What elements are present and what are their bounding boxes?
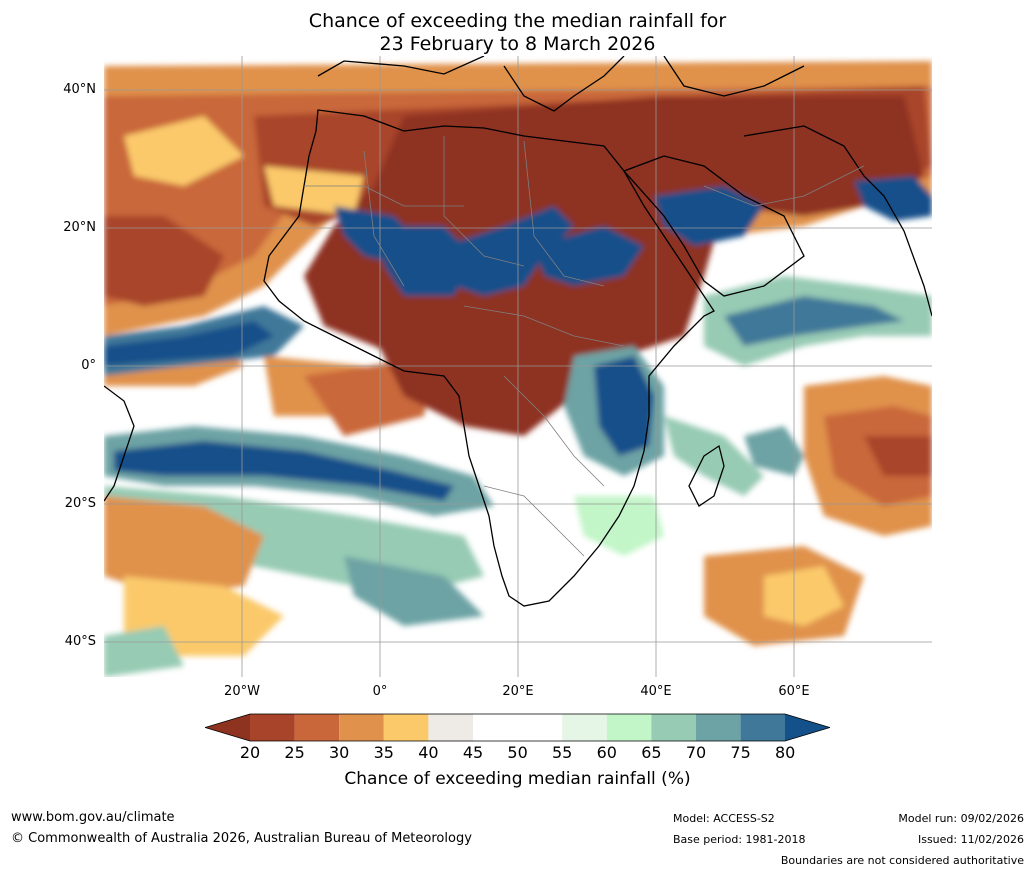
lat-label-40s: 40°S bbox=[64, 634, 96, 649]
colorbar-segment-65-70 bbox=[651, 714, 696, 741]
title-line-2: 23 February to 8 March 2026 bbox=[379, 33, 656, 55]
colorbar-segment-55-60 bbox=[562, 714, 607, 741]
colorbar-tick: 30 bbox=[329, 743, 350, 762]
lon-label-0: 0° bbox=[372, 684, 388, 699]
map-title: Chance of exceeding the median rainfall … bbox=[0, 10, 1035, 56]
lat-label-20s: 20°S bbox=[64, 496, 96, 511]
colorbar-segment-25-30 bbox=[294, 714, 340, 741]
model-text: Model: ACCESS-S2 bbox=[673, 812, 775, 825]
graticule bbox=[104, 56, 932, 677]
colorbar-segment-45-50 bbox=[473, 714, 518, 741]
colorbar-tick: 35 bbox=[373, 743, 394, 762]
colorbar-tick: 75 bbox=[730, 743, 751, 762]
colorbar bbox=[205, 713, 830, 742]
base-period-text: Base period: 1981-2018 bbox=[673, 833, 806, 846]
colorbar-tick: 60 bbox=[596, 743, 617, 762]
colorbar-segment-40-45 bbox=[428, 714, 473, 741]
colorbar-tick: 55 bbox=[552, 743, 573, 762]
colorbar-segment-35-40 bbox=[383, 714, 429, 741]
website-link[interactable]: www.bom.gov.au/climate bbox=[11, 810, 175, 825]
coastlines bbox=[104, 56, 932, 607]
lon-label-20w: 20°W bbox=[224, 684, 260, 699]
colorbar-tick: 45 bbox=[462, 743, 484, 762]
model-run-text: Model run: 09/02/2026 bbox=[898, 812, 1024, 825]
colorbar-tick: 20 bbox=[239, 743, 261, 762]
lat-label-20n: 20°N bbox=[63, 220, 96, 235]
colorbar-outline bbox=[205, 713, 830, 742]
colorbar-segment-30-35 bbox=[339, 714, 384, 741]
copyright-text: © Commonwealth of Australia 2026, Austra… bbox=[11, 831, 472, 846]
lon-label-40e: 40°E bbox=[640, 684, 672, 699]
colorbar-segment-75-80 bbox=[740, 714, 786, 741]
colorbar-tick: 80 bbox=[775, 743, 796, 762]
rainfall-outlook-map bbox=[104, 56, 932, 677]
colorbar-segment-50-55 bbox=[517, 714, 563, 741]
colorbar-tick: 70 bbox=[685, 743, 707, 762]
lon-label-60e: 60°E bbox=[778, 684, 810, 699]
lat-label-40n: 40°N bbox=[63, 82, 96, 97]
issued-text: Issued: 11/02/2026 bbox=[917, 833, 1024, 846]
lon-label-20e: 20°E bbox=[502, 684, 534, 699]
colorbar-tick: 65 bbox=[641, 743, 662, 762]
title-line-1: Chance of exceeding the median rainfall … bbox=[308, 10, 727, 32]
disclaimer-text: Boundaries are not considered authoritat… bbox=[780, 854, 1024, 867]
colorbar-tick: 50 bbox=[507, 743, 528, 762]
colorbar-segment-70-75 bbox=[696, 714, 741, 741]
colorbar-label: Chance of exceeding median rainfall (%) bbox=[344, 769, 691, 789]
colorbar-segment-60-65 bbox=[606, 714, 652, 741]
colorbar-low-extension bbox=[205, 714, 250, 741]
colorbar-high-extension bbox=[785, 714, 830, 741]
colorbar-tick: 40 bbox=[418, 743, 439, 762]
country-borders bbox=[304, 136, 865, 557]
lat-label-0: 0° bbox=[81, 358, 96, 373]
colorbar-segment-20-25 bbox=[250, 714, 295, 741]
colorbar-tick: 25 bbox=[284, 743, 305, 762]
